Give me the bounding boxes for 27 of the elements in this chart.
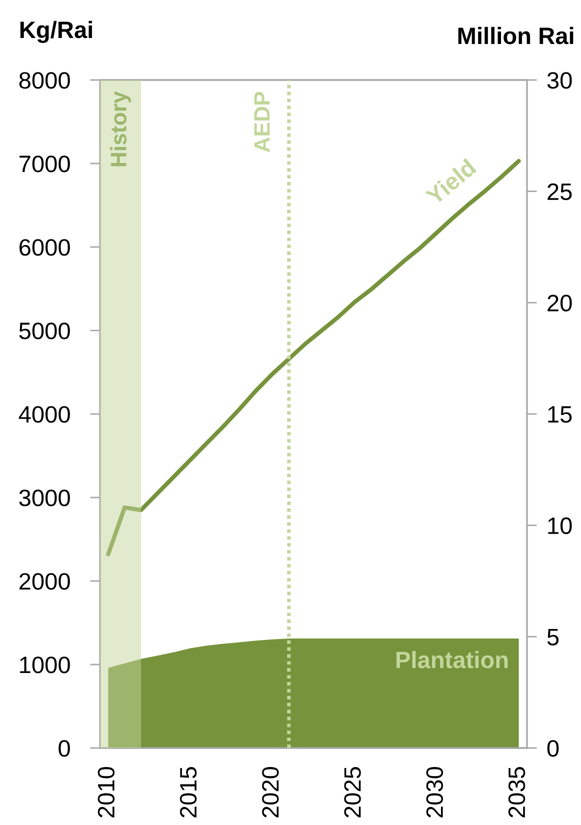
y-axis-title: Kg/Rai — [20, 20, 92, 43]
y2-tick-label: 20 — [548, 294, 572, 312]
y-tick-label: 0 — [58, 740, 70, 757]
band-label: History — [110, 91, 131, 166]
x-tick-label: 2025 — [344, 767, 361, 818]
y2-tick-label: 0 — [547, 740, 559, 757]
y2-axis-title: Million Rai — [458, 26, 574, 44]
ref-line-label: AEDP — [254, 92, 270, 152]
x-tick-label: 2010 — [98, 766, 115, 818]
x-tick-label: 2020 — [262, 766, 279, 818]
x-tick-label: 2030 — [426, 766, 444, 818]
y-tick-label: 8000 — [19, 72, 70, 89]
series-label: Plantation — [396, 650, 508, 668]
y-tick-label: 7000 — [20, 156, 70, 172]
y-tick-label: 2000 — [20, 573, 70, 590]
y-tick-label: 1000 — [20, 656, 70, 674]
x-tick-label: 2035 — [508, 767, 526, 818]
y2-tick-label: 10 — [548, 517, 572, 534]
y2-tick-label: 15 — [548, 406, 572, 423]
y-tick-label: 6000 — [20, 239, 70, 256]
y-tick-label: 3000 — [19, 490, 70, 506]
y2-tick-label: 30 — [547, 72, 572, 89]
y-tick-label: 4000 — [18, 406, 70, 423]
y2-tick-label: 5 — [547, 628, 559, 646]
y2-tick-label: 25 — [548, 183, 572, 200]
y-tick-label: 5000 — [19, 322, 70, 340]
x-tick-label: 2015 — [180, 767, 197, 818]
